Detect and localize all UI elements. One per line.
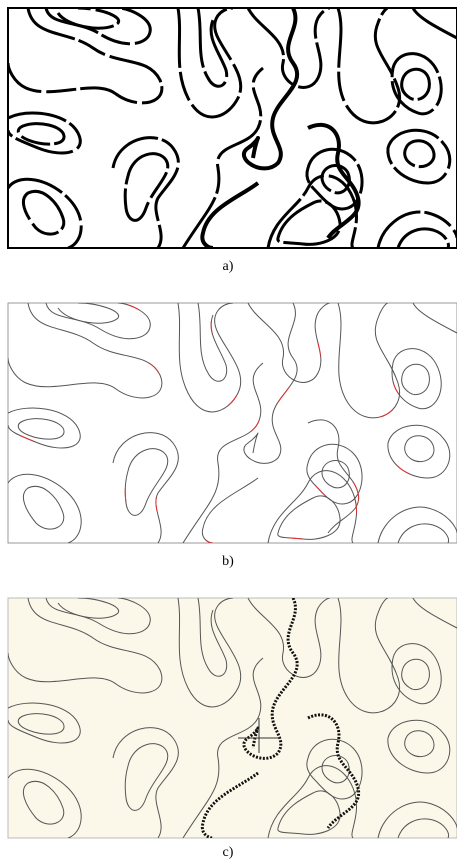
page: a) b) c) (() => { const data = JSON.pars… [0,0,457,860]
panel-c [8,598,457,838]
panel-a [8,8,457,248]
figure: a) b) c) [0,0,457,860]
panel-label: a) [223,259,234,274]
panel-b [8,303,457,543]
panel-label: b) [222,554,234,569]
panel-label: c) [223,845,234,860]
